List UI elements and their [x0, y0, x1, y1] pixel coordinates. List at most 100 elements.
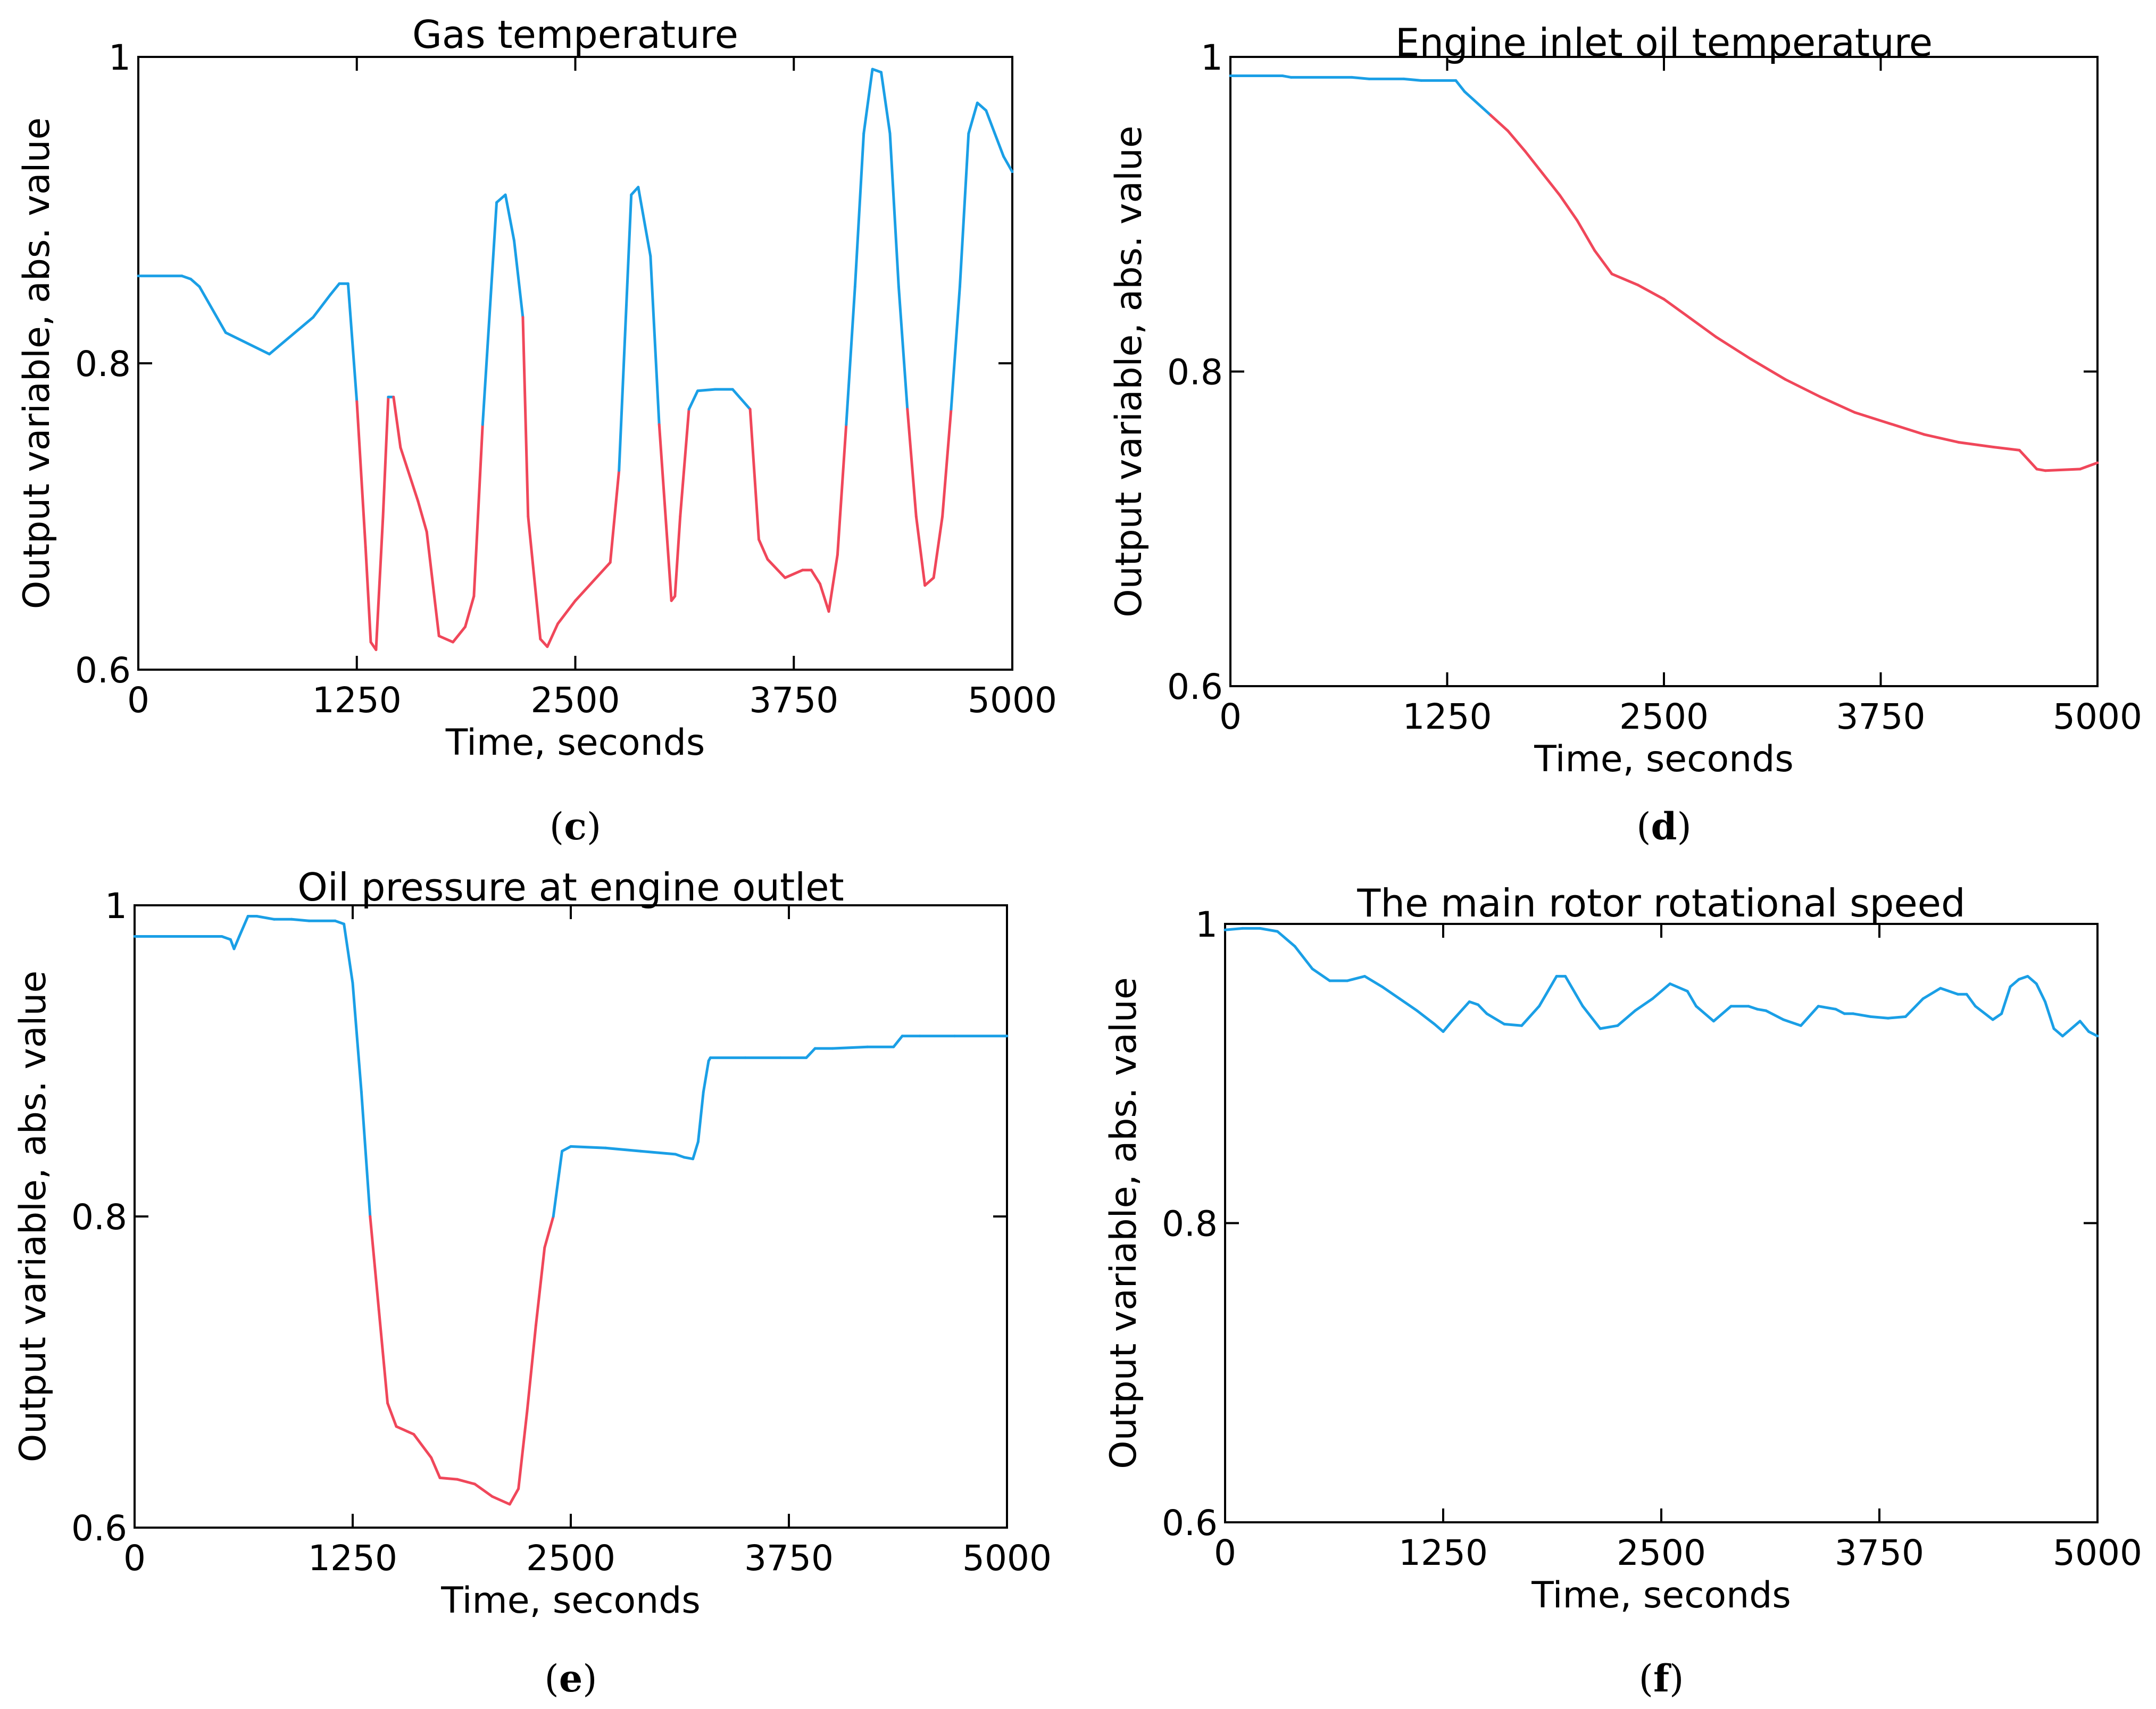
y-tick-label: 0.6 — [75, 650, 131, 691]
line-segment-alert — [437, 635, 454, 644]
line-segment-alert — [748, 407, 760, 541]
line-segment-normal — [224, 331, 271, 356]
line-segment-normal — [360, 1090, 372, 1218]
line-segment-normal — [639, 1149, 677, 1156]
line-segment-normal — [892, 1035, 904, 1048]
line-segment-normal — [1363, 974, 1384, 988]
x-tick-label: 1250 — [1399, 1532, 1488, 1573]
plot-frame — [1229, 56, 2099, 687]
line-segment-normal — [1454, 79, 1466, 93]
line-segment-alert — [941, 407, 953, 518]
line-segment-normal — [2087, 1030, 2099, 1038]
y-tick-label: 0.8 — [1167, 352, 1223, 393]
panel-caption: (f) — [1639, 1656, 1684, 1700]
line-segment-normal — [880, 71, 892, 135]
line-segment-alert — [1524, 150, 1544, 175]
line-segment-alert — [1576, 219, 1596, 252]
y-tick-label: 0.8 — [1162, 1204, 1218, 1245]
line-segment-alert — [543, 1215, 555, 1249]
line-segment-normal — [687, 389, 699, 411]
line-segment-alert — [609, 469, 621, 564]
line-segment-alert — [906, 407, 918, 518]
y-axis-label: Output variable, abs. value — [16, 118, 58, 610]
x-axis-label: Time, seconds — [1534, 738, 1794, 780]
line-segment-alert — [539, 637, 549, 648]
line-segment-normal — [1346, 974, 1366, 982]
line-segment-alert — [1593, 249, 1613, 276]
line-segment-alert — [2035, 468, 2047, 472]
line-segment-normal — [1921, 987, 1942, 1001]
line-segment-alert — [425, 530, 440, 638]
line-segment-alert — [386, 1402, 398, 1428]
chart-panel-f: The main rotor rotational speed 0 1250 2500… — [1103, 881, 2142, 1700]
line-segment-normal — [2052, 1027, 2064, 1038]
caption-close: ) — [1677, 805, 1691, 848]
line-segment-normal — [1651, 982, 1671, 1001]
x-tick-label: 3750 — [749, 680, 838, 721]
line-segment-alert — [1888, 422, 1926, 436]
line-segment-normal — [1886, 1015, 1907, 1020]
line-segment-normal — [1259, 927, 1279, 933]
x-tick-label: 0 — [127, 680, 149, 721]
line-segment-alert — [381, 395, 390, 518]
caption-letter: c — [564, 804, 587, 848]
line-segment-alert — [452, 625, 467, 644]
line-segment-alert — [923, 576, 935, 587]
line-segment-normal — [604, 1146, 642, 1153]
line-segment-normal — [561, 1145, 572, 1153]
line-segment-normal — [2009, 978, 2020, 988]
line-segment-normal — [618, 193, 633, 472]
line-segment-normal — [346, 282, 359, 403]
plot-frame — [1224, 923, 2099, 1523]
line-segment-normal — [1869, 1015, 1889, 1020]
line-segment-normal — [674, 1153, 686, 1159]
line-segment-normal — [189, 278, 201, 288]
line-segment-alert — [932, 515, 944, 579]
x-tick-label: 3750 — [1835, 1532, 1924, 1573]
line-segment-normal — [1463, 90, 1484, 109]
x-axis-label: Time, seconds — [440, 1580, 701, 1622]
x-tick-label: 5000 — [968, 680, 1057, 721]
line-segment-alert — [757, 538, 769, 561]
line-segment-alert — [1506, 129, 1527, 153]
line-segment-normal — [845, 285, 856, 426]
x-tick-label: 3750 — [744, 1538, 834, 1579]
line-segment-normal — [513, 239, 525, 319]
line-segment-alert — [679, 407, 690, 518]
y-tick-label: 0.6 — [1162, 1503, 1218, 1544]
series-line — [1223, 927, 2099, 1038]
line-segment-normal — [268, 316, 315, 356]
line-segment-alert — [836, 423, 848, 556]
line-segment-normal — [2035, 982, 2047, 1003]
line-segment-normal — [897, 285, 909, 411]
line-segment-normal — [1433, 1022, 1445, 1033]
line-segment-normal — [180, 274, 193, 281]
line-segment-alert — [1749, 357, 1787, 381]
x-tick-label: 2500 — [526, 1538, 615, 1579]
y-tick-label: 1 — [1201, 37, 1223, 78]
line-segment-alert — [1489, 113, 1510, 132]
line-segment-normal — [1834, 1007, 1846, 1015]
y-tick-label: 1 — [105, 886, 127, 927]
line-segment-normal — [1974, 1005, 1994, 1021]
chart-title: Gas temperature — [412, 12, 738, 57]
line-segment-alert — [2027, 458, 2038, 471]
line-segment-normal — [552, 1149, 564, 1218]
line-segment-alert — [2018, 448, 2030, 461]
line-segment-alert — [1558, 194, 1579, 222]
line-segment-normal — [831, 1045, 869, 1050]
line-segment-alert — [364, 546, 372, 644]
caption-open: ( — [544, 1657, 559, 1700]
y-axis-label: Output variable, abs. value — [1108, 126, 1150, 618]
line-segment-normal — [1002, 155, 1014, 173]
line-segment-alert — [521, 316, 530, 518]
line-segment-normal — [2044, 1000, 2055, 1030]
line-segment-normal — [1480, 106, 1492, 116]
x-tick-label: 2500 — [1619, 696, 1709, 737]
y-tick-label: 0.6 — [1167, 666, 1223, 707]
plot-frame — [137, 56, 1013, 671]
line-segment-alert — [399, 446, 420, 503]
line-segment-normal — [1939, 987, 1960, 996]
